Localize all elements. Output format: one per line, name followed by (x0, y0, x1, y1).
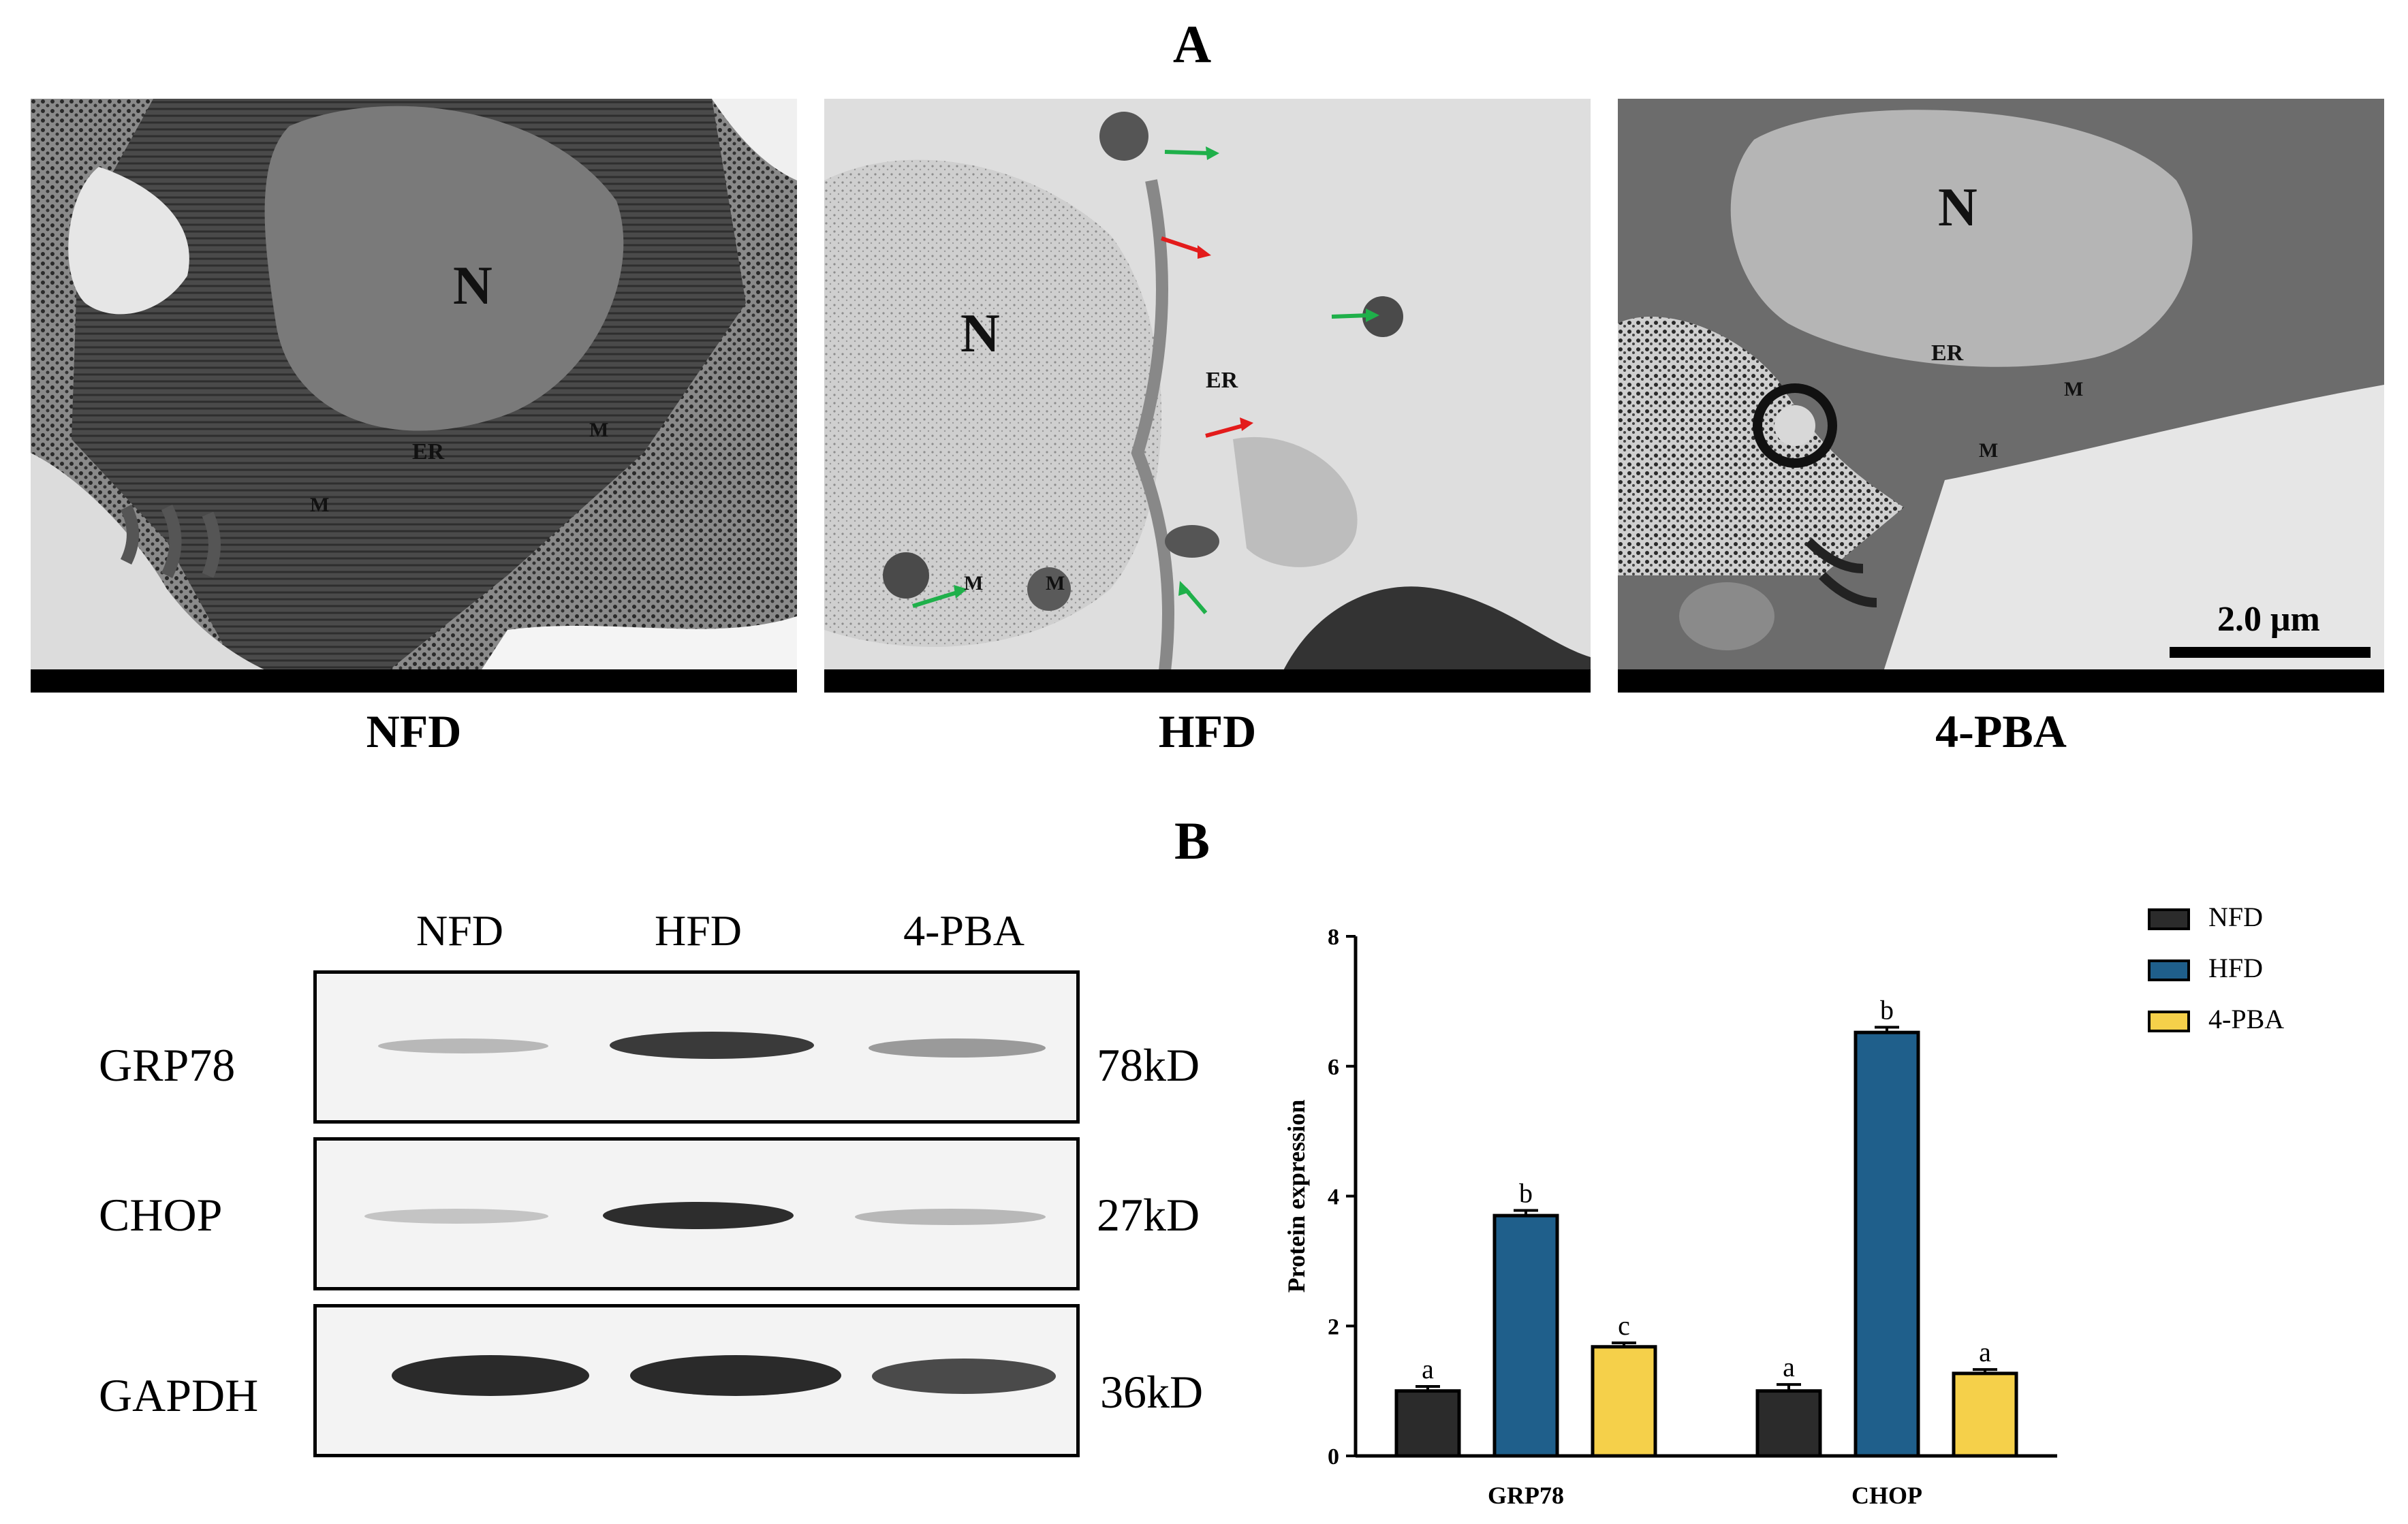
x-category-label: GRP78 (1488, 1482, 1564, 1509)
y-tick-label: 0 (1328, 1444, 1339, 1470)
mitochondria-tag: M (1979, 439, 1999, 462)
bar-4-pba-grp78 (1591, 1345, 1657, 1458)
band-grp78-4pba (869, 1038, 1046, 1058)
scale-bar (2170, 647, 2371, 658)
er-tag: ER (1206, 368, 1238, 393)
legend-label: 4-PBA (2208, 1004, 2284, 1034)
lane-label-4pba: 4-PBA (903, 906, 1025, 955)
kd-label-gapdh: 36kD (1100, 1366, 1204, 1418)
band-chop-hfd (603, 1202, 794, 1229)
panel-b-label: B (1174, 811, 1210, 870)
em-info-bar (824, 669, 1591, 693)
nucleus-tag: N (960, 304, 1000, 364)
band-chop-4pba (855, 1209, 1046, 1225)
kd-label-grp78: 78kD (1097, 1039, 1200, 1091)
significance-letter: a (1422, 1354, 1434, 1384)
band-grp78-hfd (610, 1032, 814, 1059)
mitochondria-tag: M (1046, 572, 1065, 594)
panel-a-label: A (1172, 14, 1212, 74)
lane-label-nfd: NFD (416, 906, 504, 955)
em-image-nfd: N ER M M (31, 99, 797, 693)
scale-bar-label: 2.0 μm (2217, 600, 2320, 639)
y-tick-label: 4 (1328, 1185, 1339, 1210)
legend-label: NFD (2208, 902, 2263, 932)
lane-label-hfd: HFD (654, 906, 742, 955)
y-axis-label: Protein expression (1283, 1100, 1310, 1293)
protein-label-gapdh: GAPDH (99, 1369, 259, 1421)
nucleus-tag: N (453, 256, 492, 316)
em-image-hfd: N ER M M (824, 99, 1591, 693)
em-label-4pba: 4-PBA (1935, 705, 2067, 757)
bar-hfd-chop (1854, 1030, 1920, 1458)
y-tick-label: 8 (1328, 925, 1339, 950)
protein-label-chop: CHOP (99, 1189, 223, 1241)
em-label-nfd: NFD (366, 705, 462, 757)
protein-label-grp78: GRP78 (99, 1039, 236, 1091)
mitochondria-tag: M (2064, 378, 2084, 400)
y-tick-label: 2 (1328, 1314, 1339, 1339)
em-image-4pba: N ER M M 2.0 μm (1618, 99, 2384, 693)
nucleus-tag: N (1938, 178, 1977, 238)
legend-label: HFD (2208, 953, 2263, 983)
kd-label-chop: 27kD (1097, 1189, 1200, 1241)
bar-nfd-chop (1755, 1389, 1822, 1458)
mitochondria-tag: M (589, 419, 609, 441)
band-gapdh-nfd (392, 1355, 589, 1396)
band-grp78-nfd (378, 1038, 548, 1053)
bar-4-pba-chop (1952, 1371, 2018, 1458)
band-chop-nfd (364, 1209, 548, 1224)
significance-letter: c (1618, 1310, 1630, 1341)
em-info-bar (31, 669, 797, 693)
band-gapdh-hfd (630, 1355, 841, 1396)
er-tag: ER (1931, 340, 1964, 366)
blot-grp78 (313, 970, 1080, 1124)
em-label-hfd: HFD (1158, 705, 1257, 757)
bar-hfd-grp78 (1492, 1213, 1559, 1458)
x-category-label: CHOP (1851, 1482, 1922, 1509)
y-tick-label: 6 (1328, 1055, 1339, 1080)
er-tag: ER (412, 439, 445, 464)
significance-letter: a (1979, 1337, 1991, 1367)
bar-nfd-grp78 (1394, 1389, 1461, 1458)
legend-swatch (2148, 1011, 2190, 1032)
protein-expression-chart: 0 2 4 6 8 Protein expression a b c GRP78 a b a CHOP NF… (1283, 902, 2284, 1509)
band-gapdh-4pba (872, 1359, 1056, 1394)
significance-letter: b (1519, 1177, 1533, 1208)
significance-letter: a (1783, 1352, 1795, 1382)
mitochondria-tag: M (310, 494, 330, 516)
blot-chop (313, 1137, 1080, 1290)
mitochondria-tag: M (964, 572, 984, 594)
blot-gapdh (313, 1304, 1080, 1457)
legend-swatch (2148, 959, 2190, 981)
legend-swatch (2148, 908, 2190, 930)
significance-letter: b (1880, 995, 1894, 1026)
em-info-bar (1618, 669, 2384, 693)
